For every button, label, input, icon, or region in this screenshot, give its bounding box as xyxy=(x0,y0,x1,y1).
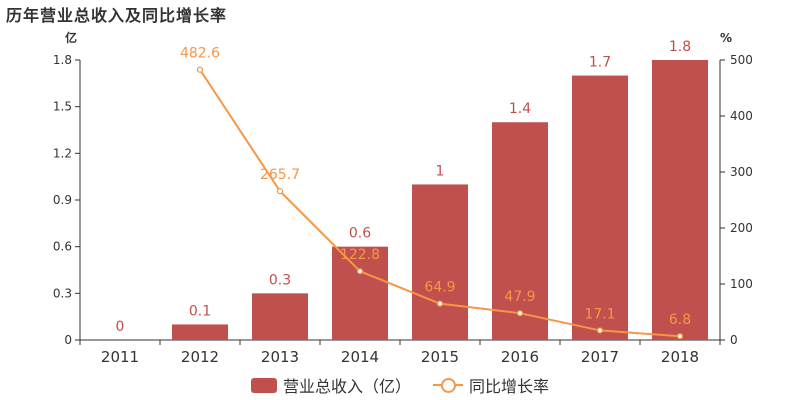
legend-label-revenue: 营业总收入（亿） xyxy=(282,377,411,396)
y-right-tick-label: 300 xyxy=(730,165,753,179)
y-right-tick-label: 200 xyxy=(730,221,753,235)
y-right-tick-label: 100 xyxy=(730,277,753,291)
growth-point xyxy=(436,300,444,307)
growth-point xyxy=(276,188,284,195)
bars-layer xyxy=(172,60,708,341)
growth-point xyxy=(516,310,524,317)
growth-point-label: 47.9 xyxy=(504,289,535,305)
revenue-bar xyxy=(652,60,708,340)
growth-point-label: 17.1 xyxy=(584,306,615,322)
line-layer xyxy=(196,66,684,340)
growth-point xyxy=(596,327,604,334)
y-left-tick-label: 0.6 xyxy=(53,240,72,254)
growth-point-label: 265.7 xyxy=(260,167,300,183)
x-tick-label: 2016 xyxy=(501,348,539,366)
y-left-tick-label: 1.2 xyxy=(53,146,72,160)
revenue-bar xyxy=(332,246,388,340)
labels-layer: 0 0.1 0.3 0.6 1 1.4 1.7 1.8 482.6 265.7 122.8 64.9 4… xyxy=(116,39,692,335)
y-left-tick-label: 1.8 xyxy=(53,53,72,67)
revenue-bar-label: 1.8 xyxy=(669,39,691,55)
legend-line-swatch xyxy=(433,377,463,393)
y-left-tick-label: 1.5 xyxy=(53,100,72,114)
revenue-bar-label: 1.4 xyxy=(509,101,531,117)
x-tick-label: 2015 xyxy=(421,348,459,366)
revenue-bar-label: 0.1 xyxy=(189,303,211,319)
revenue-bar xyxy=(492,122,548,340)
revenue-bar xyxy=(412,184,468,340)
growth-point xyxy=(196,66,204,73)
legend-item-revenue[interactable]: 营业总收入（亿） xyxy=(250,373,411,397)
growth-point-label: 482.6 xyxy=(180,46,220,62)
x-tick-label: 2018 xyxy=(661,348,699,366)
revenue-bar-label: 1.7 xyxy=(589,55,611,71)
revenue-bar-label: 0.6 xyxy=(349,226,371,242)
growth-point xyxy=(356,268,364,275)
revenue-bar xyxy=(172,324,228,340)
legend-bar-swatch xyxy=(250,377,277,393)
legend-item-growth[interactable]: 同比增长率 xyxy=(433,373,549,397)
y-left-tick-label: 0 xyxy=(64,333,72,347)
x-tick-label: 2017 xyxy=(581,348,619,366)
y-right-tick-label: 0 xyxy=(730,333,738,347)
x-tick-label: 2011 xyxy=(101,348,139,366)
y-right-tick-label: 400 xyxy=(730,109,753,123)
growth-point xyxy=(676,333,684,340)
x-tick-label: 2014 xyxy=(341,348,379,366)
y-left-tick-label: 0.9 xyxy=(53,193,72,207)
revenue-bar xyxy=(572,75,628,341)
y-left-unit-label: 亿 xyxy=(65,30,77,45)
legend-label-growth: 同比增长率 xyxy=(469,377,550,396)
growth-point-label: 64.9 xyxy=(424,280,455,296)
x-tick-label: 2012 xyxy=(181,348,219,366)
y-right-unit-label: % xyxy=(720,31,732,45)
chart-title: 历年营业总收入及同比增长率 xyxy=(6,6,228,25)
growth-point-label: 122.8 xyxy=(340,247,380,263)
growth-point-label: 6.8 xyxy=(669,312,691,328)
legend: 营业总收入（亿） 同比增长率 xyxy=(0,372,800,398)
revenue-bar-label: 1 xyxy=(436,163,445,179)
y-right-tick-label: 500 xyxy=(730,53,753,67)
axes-layer: 0 0.3 0.6 0.9 1.2 1.5 1.8 0 100 200 300 400 500 亿 % 201… xyxy=(53,30,753,366)
revenue-bar xyxy=(252,293,308,340)
x-tick-label: 2013 xyxy=(261,348,299,366)
y-left-tick-label: 0.3 xyxy=(53,286,72,300)
revenue-bar-label: 0 xyxy=(116,319,125,335)
revenue-bar-label: 0.3 xyxy=(269,272,291,288)
